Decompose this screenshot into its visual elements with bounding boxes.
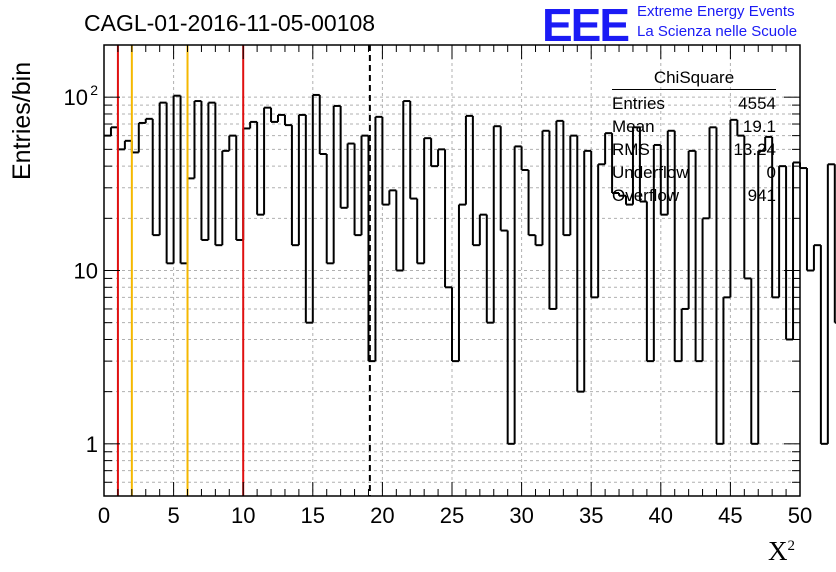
x-tick-label: 40 bbox=[649, 503, 673, 528]
x-tick-label: 15 bbox=[301, 503, 325, 528]
stats-label: RMS bbox=[612, 140, 650, 159]
logo-line-2: La Scienza nelle Scuole bbox=[637, 23, 798, 40]
stats-value: 4554 bbox=[738, 94, 776, 113]
x-tick-label: 20 bbox=[370, 503, 394, 528]
grid-lines bbox=[104, 45, 800, 496]
stats-value: 19.1 bbox=[742, 117, 776, 136]
stats-label: Overflow bbox=[612, 186, 680, 205]
y-tick-label: 1 bbox=[86, 432, 98, 457]
stats-box: ChiSquare Entries 4554 Mean 19.1 RMS 13.24 … bbox=[612, 68, 776, 207]
stats-value: 13.24 bbox=[733, 140, 776, 159]
stats-value: 941 bbox=[747, 186, 776, 205]
stats-label: Entries bbox=[612, 94, 665, 113]
stats-label: Underflow bbox=[612, 163, 689, 182]
stats-row-mean: Mean 19.1 bbox=[612, 115, 776, 138]
x-tick-label: 0 bbox=[98, 503, 110, 528]
x-tick-label: 35 bbox=[579, 503, 603, 528]
x-tick-label: 50 bbox=[788, 503, 812, 528]
x-tick-label: 25 bbox=[440, 503, 464, 528]
x-tick-label: 30 bbox=[509, 503, 533, 528]
stats-label: Mean bbox=[612, 117, 655, 136]
x-axis-label-base: X bbox=[768, 536, 788, 566]
stats-title: ChiSquare bbox=[612, 68, 776, 90]
chart-title: CAGL-01-2016-11-05-00108 bbox=[84, 10, 376, 36]
eee-logo: EEE bbox=[542, 0, 630, 51]
y-tick-label: 10 bbox=[64, 85, 88, 110]
y-tick-label: 10 bbox=[74, 259, 98, 284]
logo-line-1: Extreme Energy Events bbox=[637, 3, 795, 20]
x-tick-label: 10 bbox=[231, 503, 255, 528]
y-tick-label-sup: 2 bbox=[90, 82, 98, 98]
stats-row-underflow: Underflow 0 bbox=[612, 161, 776, 184]
stats-row-overflow: Overflow 941 bbox=[612, 184, 776, 207]
x-axis-label-sup: 2 bbox=[787, 538, 796, 554]
x-axis-label: X2 bbox=[768, 536, 795, 567]
stats-row-entries: Entries 4554 bbox=[612, 92, 776, 115]
stats-row-rms: RMS 13.24 bbox=[612, 138, 776, 161]
x-tick-label: 5 bbox=[167, 503, 179, 528]
x-tick-label: 45 bbox=[718, 503, 742, 528]
stats-value: 0 bbox=[766, 163, 776, 182]
histogram-series bbox=[104, 93, 836, 445]
